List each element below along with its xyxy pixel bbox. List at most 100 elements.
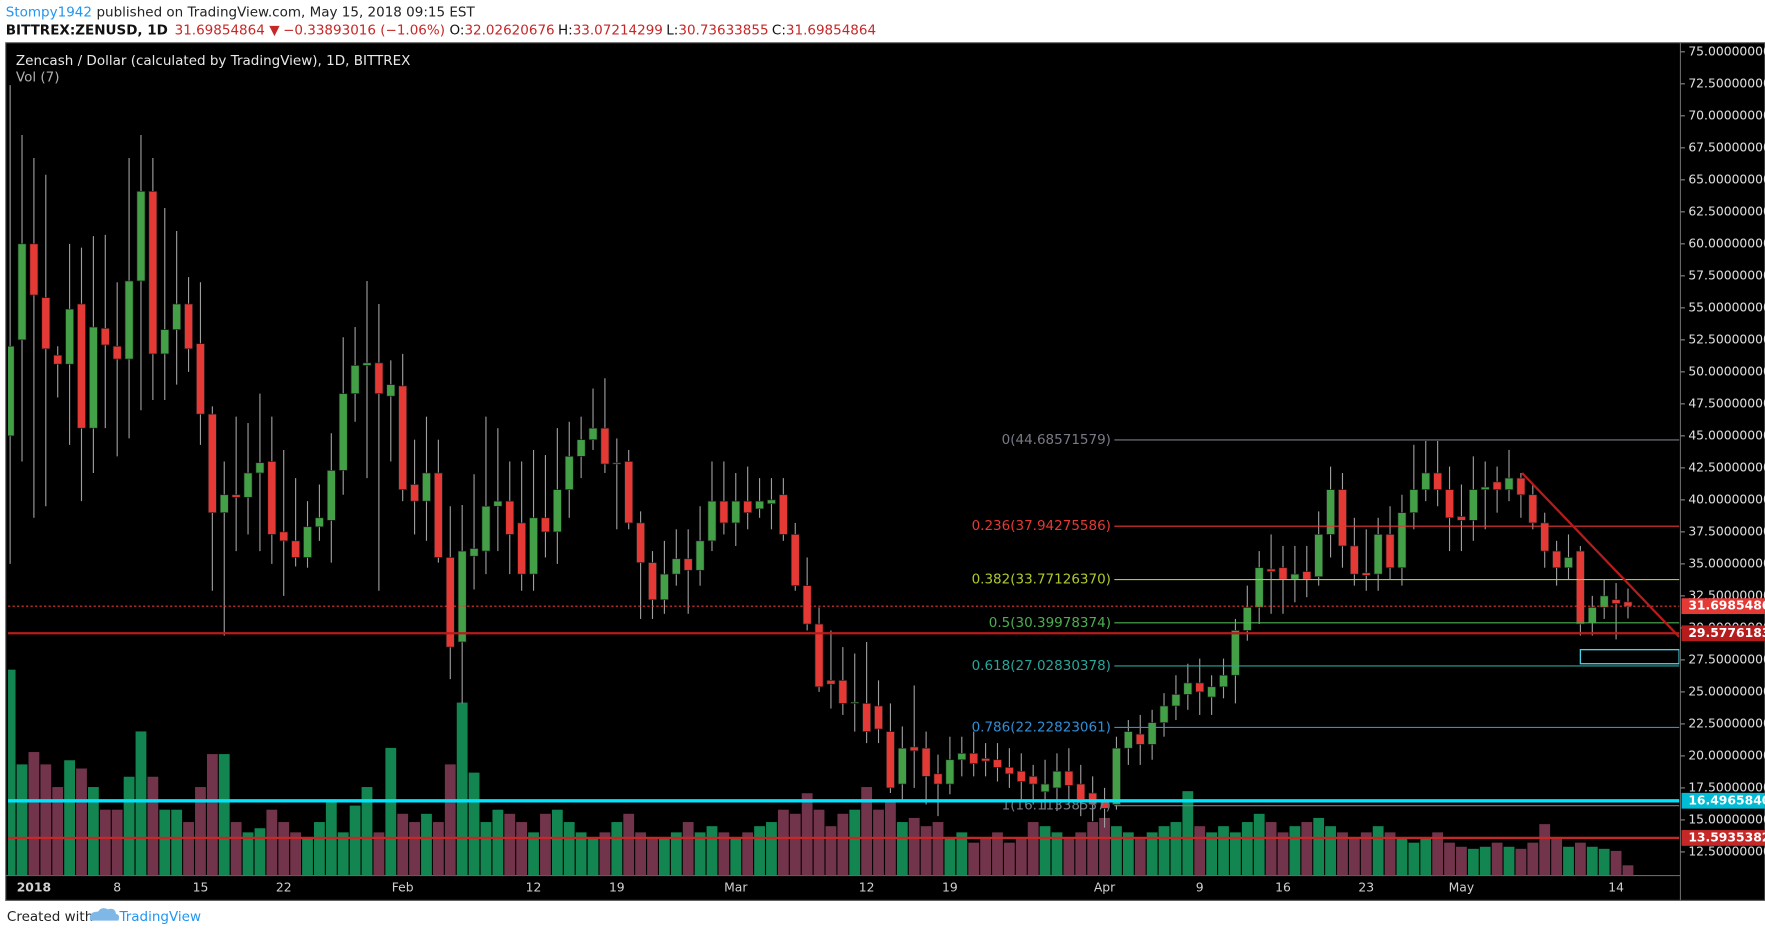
volume-bar	[920, 826, 932, 876]
volume-bar	[896, 822, 908, 876]
candle-body	[184, 303, 193, 350]
candle-body	[1004, 767, 1014, 775]
candle-body	[77, 303, 86, 429]
candle-body	[695, 540, 705, 571]
volume-bar	[980, 838, 991, 876]
volume-bar	[373, 832, 385, 876]
y-tick-label: 62.500000000	[1688, 204, 1765, 218]
volume-bar	[1360, 832, 1372, 876]
volume-bar	[992, 832, 1003, 876]
candle-body	[731, 500, 741, 524]
candle-body	[1468, 489, 1478, 521]
ohlc-value: 33.07214299	[573, 22, 663, 38]
candle-body	[874, 705, 883, 730]
x-tick-label: 14	[1608, 880, 1624, 894]
volume-bar	[1467, 848, 1479, 876]
y-tick-label: 67.500000000	[1688, 140, 1765, 154]
x-tick-label: 23	[1358, 880, 1374, 894]
x-tick-label: 9	[1196, 880, 1204, 894]
volume-bar	[1563, 846, 1574, 876]
candle-body	[148, 191, 158, 355]
volume-bar	[1372, 826, 1384, 876]
candle-body	[719, 500, 729, 524]
candle-body	[1314, 534, 1324, 578]
volume-bar	[1253, 813, 1265, 876]
x-tick-label: Mar	[724, 880, 748, 894]
volume-bar	[1087, 822, 1099, 876]
volume-bar	[801, 793, 813, 876]
y-tick-label: 15.000000000	[1688, 812, 1765, 826]
author[interactable]: Stompy1942	[6, 4, 92, 20]
last: 31.69854864	[175, 22, 265, 38]
zone-box	[1579, 648, 1680, 665]
volume-bar	[956, 832, 968, 876]
candle-body	[1349, 545, 1359, 575]
volume-bar	[908, 817, 920, 876]
x-tick-label: 22	[276, 880, 292, 894]
candle-body	[838, 680, 848, 704]
candle-body	[541, 517, 550, 533]
candle-body	[969, 753, 979, 764]
candle-body	[279, 531, 289, 542]
volume-bar	[480, 822, 492, 876]
volume-bar	[64, 760, 75, 876]
volume-bar	[1230, 832, 1241, 876]
volume-bar	[1075, 832, 1087, 876]
fib-label: 0.382(33.77126370)	[972, 572, 1111, 588]
candle-body	[1516, 477, 1526, 496]
volume-bar	[873, 809, 884, 876]
volume-bar	[87, 787, 99, 876]
ohlc-value: 30.73633855	[678, 22, 768, 38]
volume-bar	[409, 822, 420, 876]
candle-body	[1564, 557, 1573, 569]
candle-body	[1159, 705, 1169, 723]
volume-bar	[1170, 822, 1182, 876]
volume-bar	[623, 813, 635, 876]
volume-bar	[111, 809, 123, 876]
candle-body	[921, 747, 931, 777]
arrow: ▼	[269, 22, 280, 38]
volume-bar	[1551, 838, 1563, 876]
symbol: BITTREX:ZENUSD, 1D	[6, 22, 168, 38]
ohlc-key: O:	[450, 22, 465, 38]
candle-body	[588, 427, 598, 441]
candle-body	[326, 470, 336, 521]
x-tick-label: 2018	[17, 880, 51, 894]
candle-body	[1385, 534, 1395, 569]
volume-bar	[337, 832, 349, 876]
candle-body	[671, 558, 681, 575]
x-tick-label: 15	[193, 880, 209, 894]
candle-body	[398, 385, 408, 490]
price-box	[1681, 830, 1765, 846]
volume-bar	[1491, 842, 1503, 876]
y-tick-label: 75.000000000	[1688, 44, 1765, 58]
x-tick-label: 12	[526, 880, 542, 894]
candle-body	[802, 585, 812, 625]
volume-bar	[8, 669, 16, 876]
volume-bar	[1194, 826, 1206, 876]
volume-bar	[147, 776, 159, 876]
volume-bar	[718, 832, 730, 876]
candle-body	[1552, 550, 1561, 569]
trendline	[1521, 472, 1680, 638]
candle-body	[1016, 770, 1026, 782]
y-tick-label: 47.500000000	[1688, 396, 1765, 410]
candle-body	[1040, 783, 1050, 793]
published: published on TradingView.com, May 15, 20…	[96, 4, 475, 20]
y-tick-label: 22.500000000	[1688, 716, 1765, 730]
fib-label: 0(44.68571579)	[1002, 432, 1111, 448]
fib-label: 0.786(22.22823061)	[972, 719, 1111, 735]
x-tick-label: Apr	[1094, 880, 1116, 894]
footer-brand[interactable]: TradingView	[118, 909, 201, 925]
volume-bar	[777, 809, 789, 876]
volume-bar	[183, 822, 194, 876]
volume-bar	[1539, 824, 1551, 876]
candle-body	[576, 439, 586, 457]
candle-body	[1623, 601, 1633, 607]
volume-bar	[40, 764, 52, 876]
volume-bar	[1158, 826, 1170, 876]
y-tick-label: 45.000000000	[1688, 428, 1765, 442]
chart-panel	[5, 42, 1765, 901]
